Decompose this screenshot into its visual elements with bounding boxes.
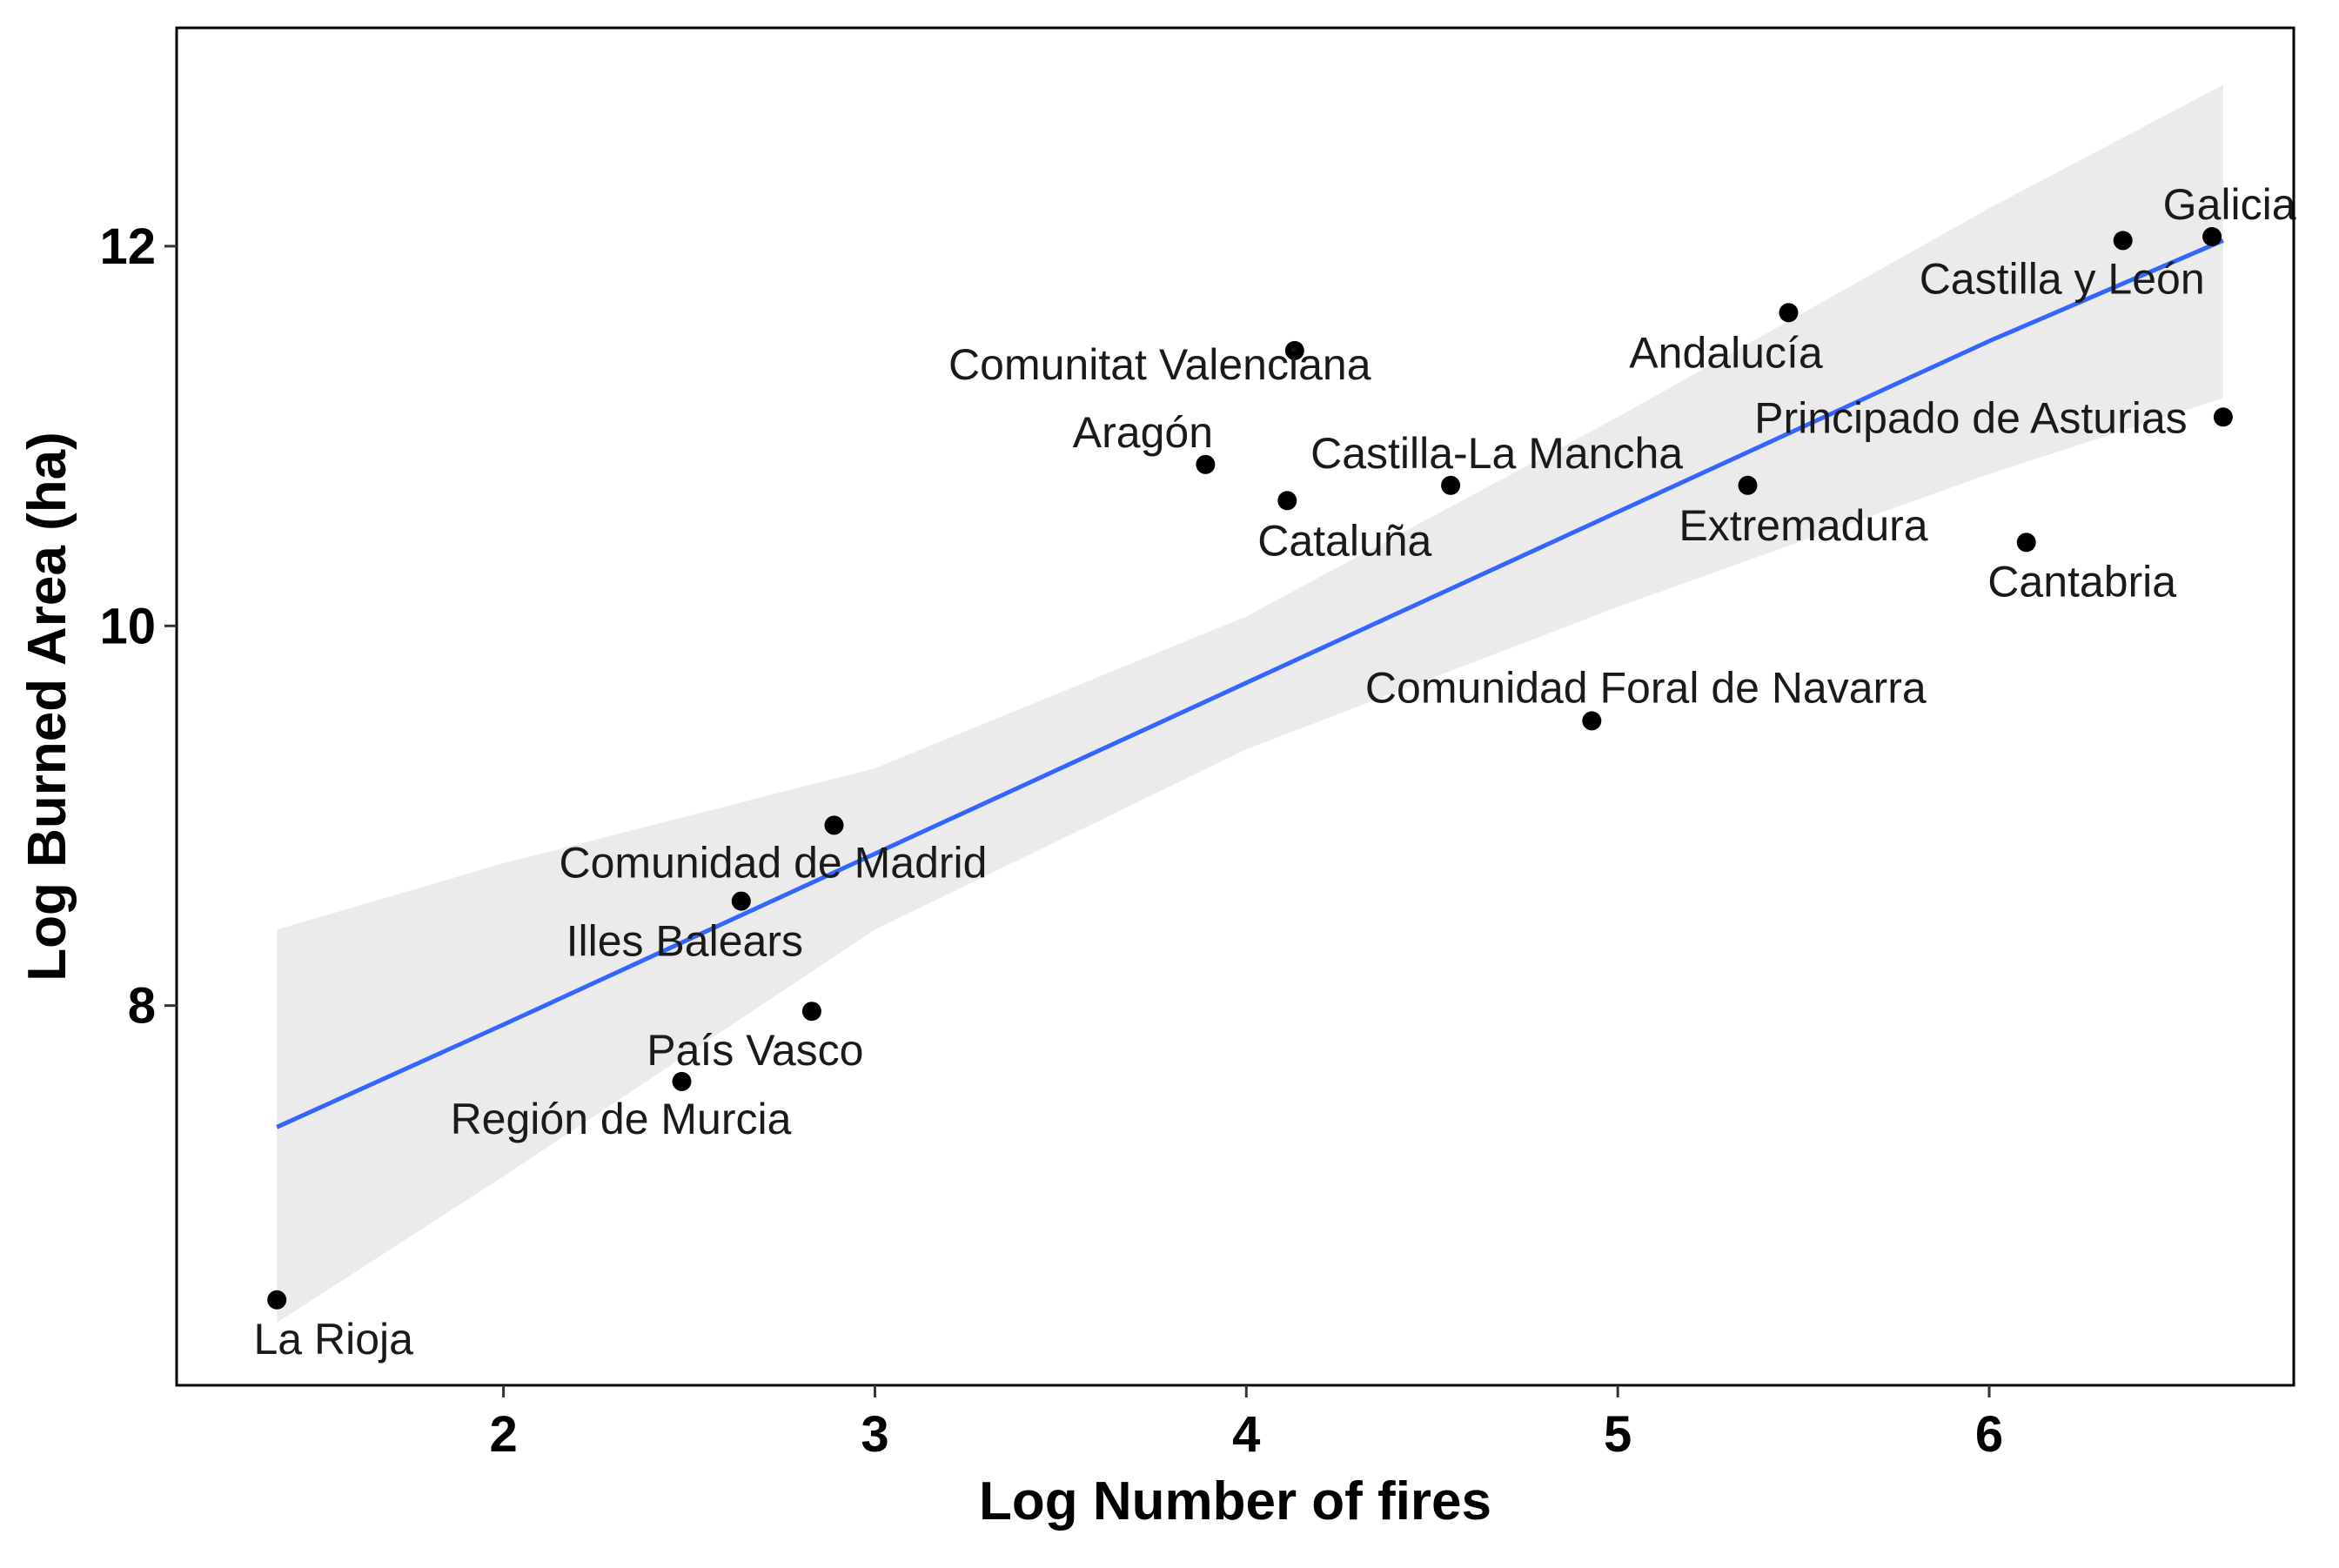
point-label: Castilla y León — [1920, 254, 2205, 303]
y-tick-label: 10 — [99, 598, 156, 654]
data-point — [801, 1002, 821, 1022]
point-label: Galicia — [2163, 180, 2296, 229]
data-point — [1284, 340, 1304, 360]
regression-line-layer — [276, 238, 2224, 1129]
data-point — [1277, 491, 1297, 511]
point-label: Principado de Asturias — [1754, 393, 2188, 442]
point-label: Comunitat Valenciana — [948, 340, 1371, 389]
data-point — [1441, 475, 1461, 495]
point-label: Castilla-La Mancha — [1310, 429, 1683, 478]
x-axis-title: Log Number of fires — [979, 1471, 1491, 1531]
data-point — [267, 1290, 287, 1310]
x-tick-label: 5 — [1604, 1406, 1632, 1463]
data-point — [731, 891, 751, 911]
point-label: Comunidad de Madrid — [560, 838, 988, 887]
x-axis-ticks: 2 3 4 5 6 — [489, 1385, 2003, 1463]
data-point — [2016, 533, 2036, 553]
data-point — [1582, 711, 1602, 731]
y-tick-label: 12 — [99, 218, 156, 275]
confidence-band-layer — [277, 84, 2223, 1323]
point-label: Cantabria — [1987, 557, 2176, 606]
point-label: Región de Murcia — [451, 1095, 792, 1143]
point-label: Cataluña — [1257, 516, 1431, 565]
regression-line — [276, 238, 2224, 1129]
data-point — [2213, 407, 2233, 427]
x-tick-label: 3 — [861, 1406, 888, 1463]
point-label: La Rioja — [253, 1315, 413, 1364]
data-point — [1738, 475, 1758, 495]
point-labels-layer: La Rioja Región de Murcia País Vasco Illes … — [253, 180, 2295, 1364]
x-tick-label: 2 — [489, 1406, 517, 1463]
data-point — [1196, 454, 1216, 474]
y-axis-title: Log Burned Area (ha) — [17, 432, 77, 982]
data-points-layer — [267, 227, 2233, 1310]
confidence-band — [277, 84, 2223, 1323]
point-label: Extremadura — [1679, 501, 1927, 550]
y-axis-ticks: 8 10 12 — [99, 218, 177, 1035]
data-point — [1779, 303, 1799, 323]
point-label: Aragón — [1073, 408, 1213, 457]
point-label: Andalucía — [1629, 328, 1823, 377]
point-label: Comunidad Foral de Navarra — [1365, 663, 1927, 712]
x-tick-label: 4 — [1232, 1406, 1260, 1463]
point-label: País Vasco — [647, 1026, 863, 1075]
data-point — [2113, 231, 2133, 251]
point-label: Illes Balears — [566, 917, 803, 966]
plot-border — [175, 26, 2295, 1387]
x-tick-label: 6 — [1975, 1406, 2003, 1463]
data-point — [672, 1071, 692, 1091]
y-tick-label: 8 — [128, 978, 156, 1035]
data-point — [2202, 227, 2222, 246]
data-point — [824, 815, 844, 835]
